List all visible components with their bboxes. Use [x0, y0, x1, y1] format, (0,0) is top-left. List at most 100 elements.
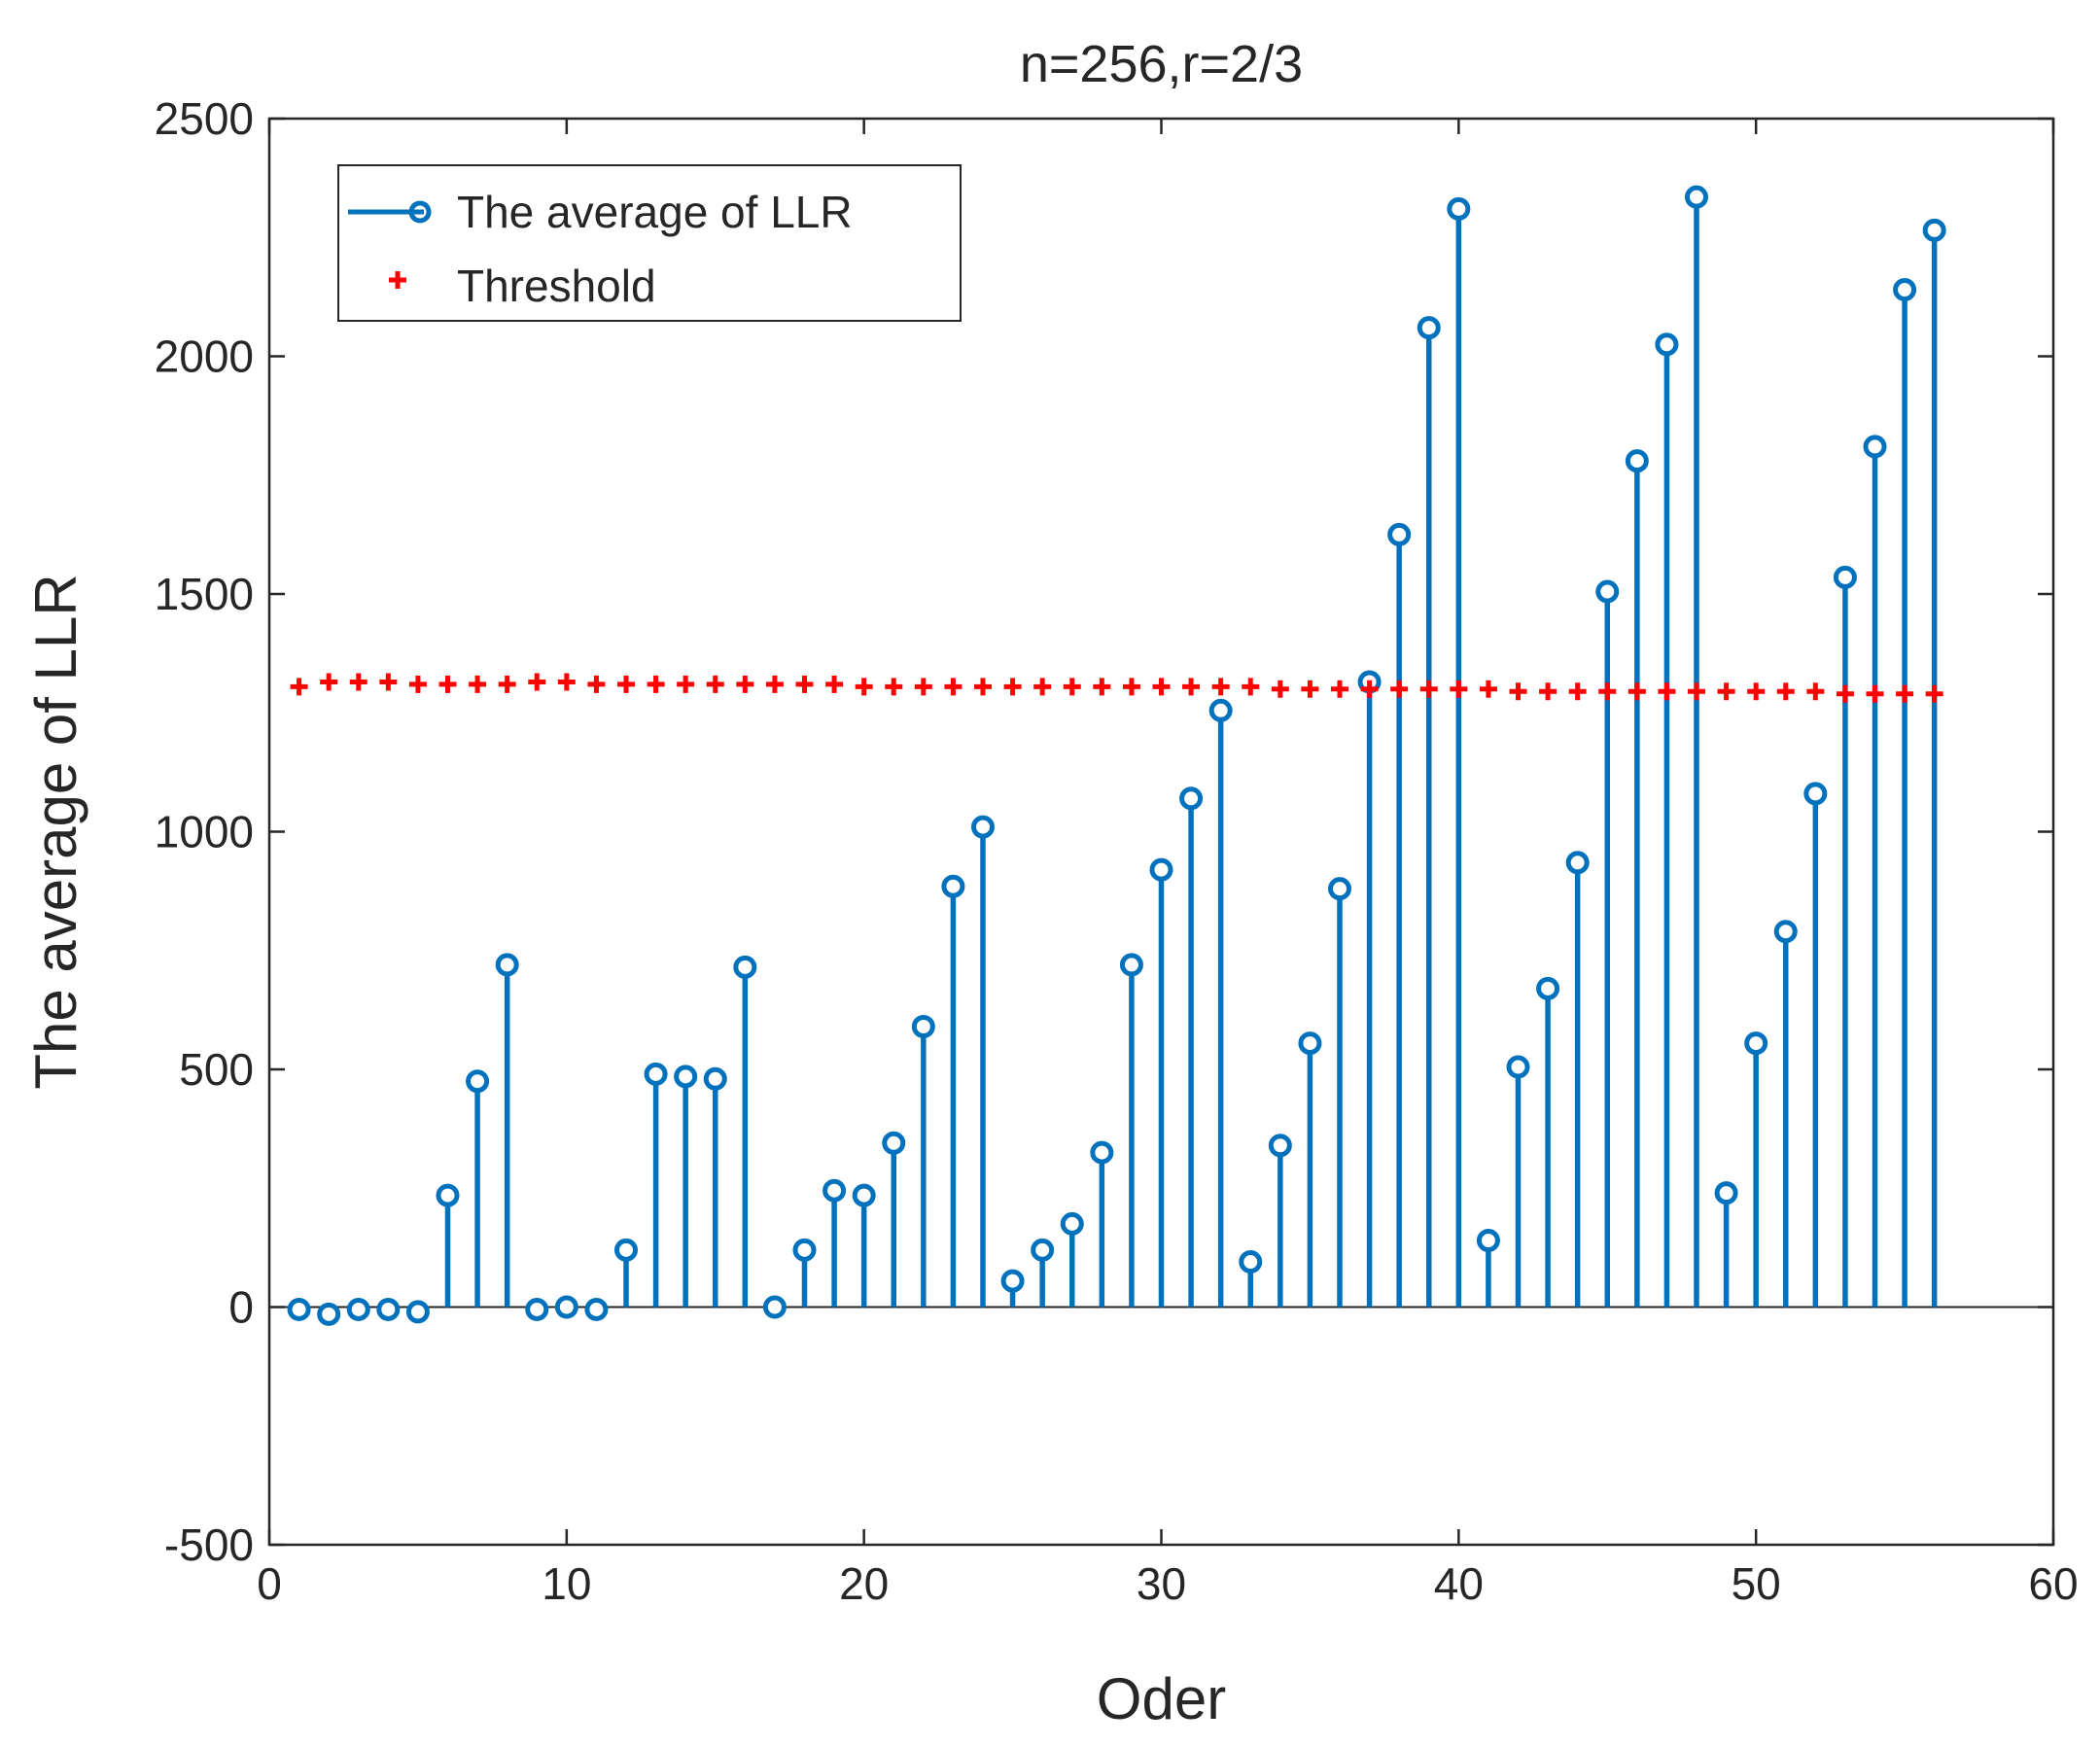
- threshold-marker: [1539, 682, 1558, 701]
- threshold-marker: [290, 678, 308, 696]
- llr-stem-marker: [1208, 698, 1233, 722]
- threshold-marker: [736, 675, 754, 693]
- legend-label-threshold: Threshold: [457, 261, 656, 311]
- legend-stem-marker-sample: [408, 200, 432, 224]
- llr-stem-marker: [287, 1297, 311, 1321]
- threshold-marker: [1093, 678, 1111, 696]
- llr-stem-marker: [1000, 1269, 1025, 1293]
- llr-stem-marker: [1268, 1134, 1292, 1158]
- llr-stem-marker: [1803, 782, 1828, 806]
- llr-stem-marker: [1773, 920, 1798, 944]
- llr-stem-marker: [911, 1014, 935, 1038]
- y-tick-label: -500: [164, 1519, 254, 1570]
- llr-stem-marker: [1863, 435, 1887, 459]
- llr-stem-marker: [882, 1131, 906, 1155]
- threshold-marker: [1866, 684, 1884, 703]
- llr-stem-marker: [762, 1295, 787, 1319]
- y-tick-label: 2000: [155, 332, 254, 382]
- threshold-marker: [706, 675, 724, 693]
- llr-stem-marker: [1893, 278, 1917, 302]
- llr-stem-marker: [941, 874, 965, 898]
- llr-stem-marker: [1031, 1238, 1055, 1262]
- llr-stem-marker: [376, 1297, 401, 1321]
- llr-stem-marker: [1060, 1211, 1084, 1236]
- llr-stem-marker: [436, 1183, 460, 1207]
- x-tick-label: 60: [2028, 1558, 2078, 1609]
- threshold-marker: [1896, 684, 1914, 703]
- threshold-marker: [765, 675, 784, 693]
- threshold-marker: [1271, 680, 1289, 698]
- threshold-marker: [855, 678, 873, 696]
- threshold-marker: [557, 673, 576, 691]
- x-tick-label: 20: [839, 1558, 889, 1609]
- threshold-marker: [1360, 680, 1379, 698]
- llr-stem-marker: [614, 1238, 638, 1262]
- threshold-marker: [1182, 678, 1201, 696]
- threshold-marker: [379, 673, 398, 691]
- threshold-marker: [944, 678, 962, 696]
- llr-stem-marker: [733, 955, 757, 979]
- llr-stem-marker: [1833, 565, 1857, 589]
- llr-stem-marker: [1744, 1031, 1768, 1056]
- threshold-marker: [647, 675, 665, 693]
- llr-stem-marker: [1090, 1140, 1114, 1165]
- y-tick-label: 2500: [155, 93, 254, 144]
- threshold-marker: [795, 675, 814, 693]
- threshold-marker: [1301, 680, 1319, 698]
- plot-layer: [269, 185, 2053, 1326]
- chart-title: n=256,r=2/3: [1020, 35, 1303, 93]
- llr-stem-marker: [822, 1178, 847, 1203]
- threshold-marker: [1925, 684, 1943, 703]
- threshold-marker: [1033, 678, 1052, 696]
- llr-stem-marker: [644, 1062, 668, 1086]
- llr-stem-marker: [1922, 218, 1946, 242]
- threshold-marker: [1211, 678, 1230, 696]
- threshold-marker: [438, 675, 457, 693]
- llr-stem-marker: [1625, 449, 1649, 473]
- threshold-marker: [1063, 678, 1081, 696]
- llr-stem-marker: [1417, 316, 1441, 340]
- threshold-marker: [1450, 680, 1468, 698]
- threshold-marker: [974, 678, 992, 696]
- threshold-marker: [617, 675, 635, 693]
- threshold-marker: [1003, 678, 1022, 696]
- threshold-marker: [1479, 680, 1497, 698]
- y-tick-label: 1500: [155, 569, 254, 619]
- llr-stem-marker: [1239, 1250, 1263, 1275]
- threshold-marker: [349, 673, 368, 691]
- llr-stem-marker: [1387, 522, 1412, 546]
- llr-stem-marker: [1149, 857, 1173, 882]
- llr-stem-marker: [554, 1295, 578, 1319]
- threshold-marker: [1242, 678, 1260, 696]
- llr-stem-marker: [852, 1183, 876, 1207]
- legend: The average of LLR Threshold: [337, 164, 962, 322]
- legend-box: [337, 164, 962, 322]
- llr-stem-marker: [1328, 877, 1351, 901]
- threshold-marker: [1806, 682, 1825, 701]
- llr-stem-marker: [317, 1302, 341, 1326]
- threshold-marker: [528, 673, 546, 691]
- llr-stem-marker: [703, 1066, 727, 1091]
- threshold-marker: [1747, 682, 1766, 701]
- llr-stem-marker: [1179, 786, 1204, 811]
- threshold-marker: [1598, 682, 1617, 701]
- llr-stem-marker: [584, 1297, 609, 1321]
- llr-stem-marker: [495, 953, 519, 977]
- y-axis-title: The average of LLR: [23, 574, 88, 1089]
- llr-stem-marker: [1298, 1031, 1322, 1056]
- x-tick-label: 0: [257, 1558, 282, 1609]
- x-tick-label: 10: [542, 1558, 591, 1609]
- threshold-marker: [587, 675, 606, 693]
- threshold-marker: [1122, 678, 1140, 696]
- llr-stem-marker: [1595, 579, 1620, 604]
- threshold-marker: [677, 675, 695, 693]
- threshold-marker: [469, 675, 487, 693]
- x-tick-label: 50: [1732, 1558, 1781, 1609]
- x-tick-label: 30: [1137, 1558, 1186, 1609]
- llr-stem-marker: [971, 815, 995, 839]
- threshold-marker: [408, 675, 427, 693]
- threshold-marker: [1419, 680, 1438, 698]
